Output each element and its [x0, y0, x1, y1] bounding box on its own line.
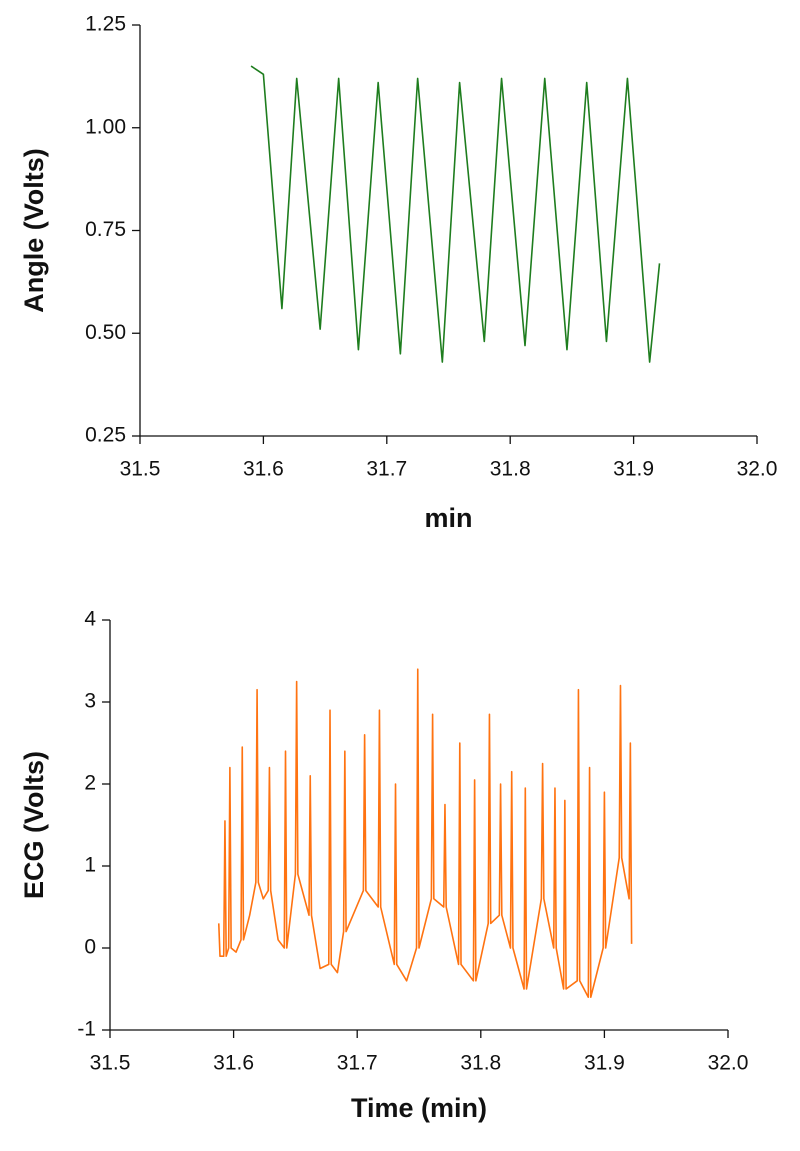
y-tick-label: 1.25 [85, 13, 126, 36]
data-line [250, 65, 661, 363]
y-tick-label: 1 [84, 854, 96, 877]
y-tick-label: 0.25 [85, 424, 126, 447]
x-tick-label: 31.7 [337, 1052, 378, 1075]
y-axis-title: ECG (Volts) [19, 751, 49, 899]
y-tick-label: -1 [77, 1018, 96, 1041]
x-tick-label: 31.5 [120, 458, 161, 481]
x-tick-label: 31.6 [213, 1052, 254, 1075]
y-tick-label: 0 [84, 936, 96, 959]
x-axis-title: Time (min) [351, 1093, 487, 1123]
x-tick-label: 31.5 [90, 1052, 131, 1075]
x-tick-label: 31.6 [243, 458, 284, 481]
y-tick-label: 2 [84, 772, 96, 795]
y-tick-label: 1.00 [85, 115, 126, 138]
y-tick-label: 3 [84, 690, 96, 713]
x-tick-label: 31.8 [490, 458, 531, 481]
data-line [217, 668, 633, 998]
x-tick-label: 31.7 [366, 458, 407, 481]
y-tick-label: 4 [84, 608, 96, 631]
x-tick-label: 32.0 [708, 1052, 749, 1075]
y-tick-label: 0.50 [85, 321, 126, 344]
y-axis-title: Angle (Volts) [19, 148, 49, 313]
x-tick-label: 31.8 [460, 1052, 501, 1075]
x-axis-title: min [424, 503, 472, 533]
x-tick-label: 31.9 [613, 458, 654, 481]
x-tick-label: 31.9 [584, 1052, 625, 1075]
x-tick-label: 32.0 [737, 458, 778, 481]
y-tick-label: 0.75 [85, 218, 126, 241]
